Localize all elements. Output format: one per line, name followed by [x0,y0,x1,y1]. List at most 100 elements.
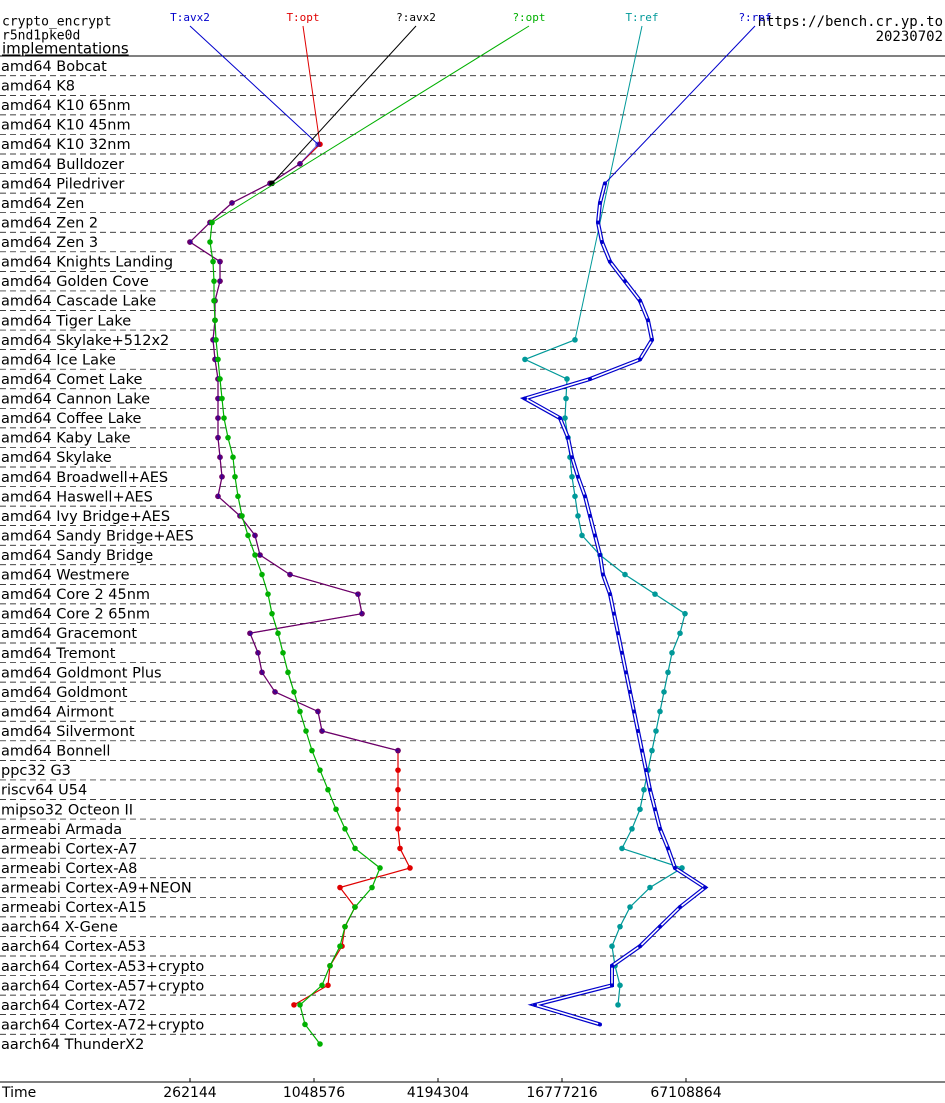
data-point [219,395,225,402]
data-point [317,1041,323,1047]
category-label: amd64 Skylake+512x2 [1,333,169,349]
data-point [297,161,303,167]
data-point [209,219,215,226]
category-label: armeabi Cortex-A15 [1,900,147,916]
data-point [636,729,641,734]
data-point [291,689,297,695]
data-point [352,904,358,910]
data-point [319,728,325,734]
category-label: amd64 Bonnell [1,744,110,760]
legend-label: ?:ref [738,11,771,24]
data-point [572,337,578,343]
data-point [661,689,667,695]
category-label: amd64 Broadwell+AES [1,470,168,486]
category-label: amd64 Tremont [1,646,116,662]
data-point [245,532,251,539]
data-point [629,826,635,832]
category-label: amd64 Ivy Bridge+AES [1,509,170,525]
data-point [215,493,221,500]
category-label: amd64 Core 2 65nm [1,607,150,623]
data-point [207,239,213,245]
legend-leader [604,25,756,184]
data-point [595,220,600,225]
data-point [269,610,275,617]
data-point [649,337,654,342]
data-point [657,708,663,715]
data-point [317,767,323,773]
data-point [213,337,219,343]
data-point [616,631,621,636]
data-point [369,884,375,891]
data-point [647,787,652,792]
data-point [622,279,627,284]
category-label: armeabi Cortex-A9+NEON [1,881,192,897]
category-label: aarch64 X-Gene [1,920,118,936]
data-point [319,982,325,989]
series-line [209,222,381,1045]
category-label: amd64 K8 [1,79,75,95]
data-point [619,650,624,655]
data-point [672,865,677,870]
data-point [309,747,315,754]
data-point [395,806,401,813]
data-point [575,474,580,479]
data-point [217,258,223,265]
data-point [677,630,683,637]
data-point [395,786,401,793]
category-label: amd64 K10 45nm [1,118,131,134]
data-point [239,513,245,519]
category-label: armeabi Armada [1,822,122,838]
data-point [657,826,662,831]
data-point [609,963,614,968]
category-label: amd64 Core 2 45nm [1,587,150,603]
data-point [395,826,401,832]
subtitle: implementations [2,40,129,58]
x-tick-label: 67108864 [650,1085,721,1101]
data-point [628,689,633,694]
data-point [212,317,218,324]
data-point [522,356,528,363]
data-point [598,200,603,205]
data-point [291,1002,297,1008]
category-label: amd64 Haswell+AES [1,489,153,505]
data-point [333,806,339,813]
x-tick-label: 16777216 [526,1085,597,1101]
data-point [587,376,592,381]
data-point [255,650,261,656]
data-point [315,708,321,715]
data-point [275,630,281,637]
date: 20230702 [876,29,943,45]
data-point [252,532,258,539]
data-point [210,258,216,265]
category-label: amd64 Sandy Bridge [1,548,153,564]
data-point [602,181,607,186]
legend-leader [211,25,530,223]
data-point [665,846,670,851]
data-point [639,748,644,753]
data-point [225,434,231,441]
data-point [221,415,227,421]
x-tick-label: 4194304 [407,1085,469,1101]
data-point [607,592,612,597]
category-label: amd64 Zen 2 [1,215,98,231]
data-point [649,747,655,754]
category-label: amd64 Sandy Bridge+AES [1,528,194,544]
data-point [257,552,263,558]
data-point [607,259,612,264]
data-point [259,571,265,578]
data-point [637,806,643,813]
category-label: amd64 Knights Landing [1,255,173,271]
data-point [215,395,221,402]
data-point [575,513,581,519]
data-point [522,396,527,401]
primitive: crypto_encrypt [2,15,112,30]
data-point [565,435,570,440]
data-point [342,923,348,930]
data-point [641,786,647,793]
data-point [397,845,403,852]
legend-label: ?:opt [512,11,545,24]
category-label: amd64 Cannon Lake [1,392,150,408]
data-point [337,943,343,949]
category-label: amd64 Cascade Lake [1,294,156,310]
data-point [252,552,258,558]
